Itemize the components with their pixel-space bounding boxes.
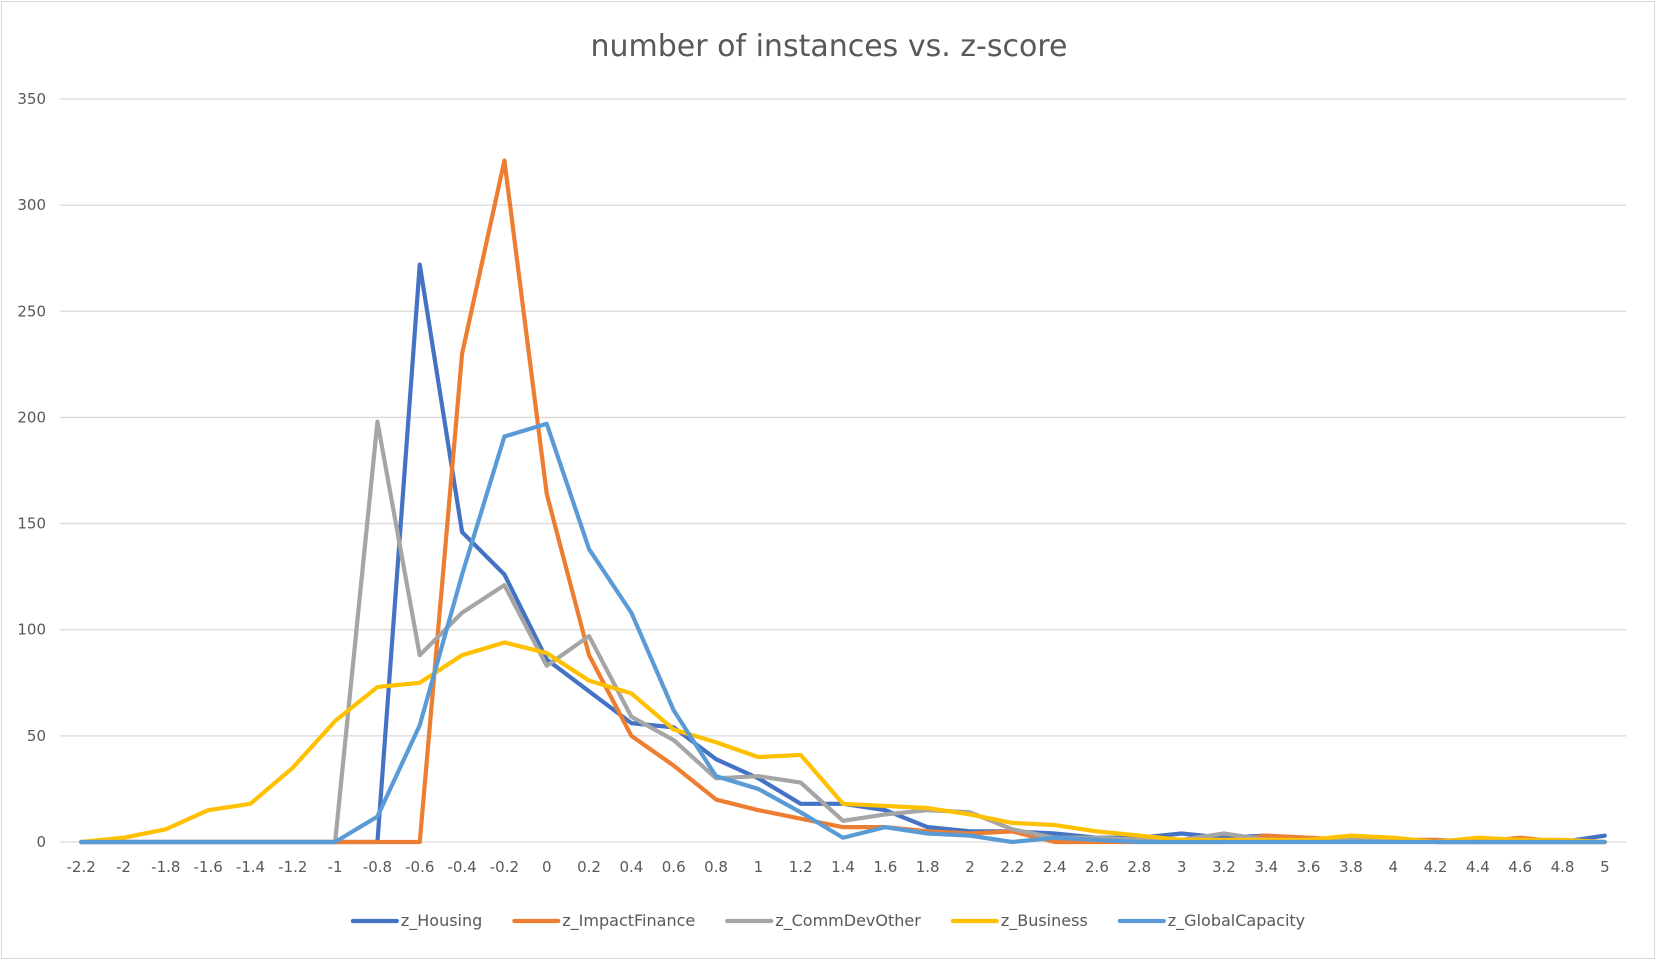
- legend-label: z_ImpactFinance: [562, 911, 695, 931]
- x-tick-label: 3.6: [1297, 858, 1321, 876]
- x-tick-label: 1.6: [873, 858, 897, 876]
- y-tick-label: 100: [17, 621, 46, 639]
- x-tick-label: 0.8: [704, 858, 728, 876]
- x-axis-ticks: -2.2 -2 -1.8 -1.6 -1.4 -1.2 -1 -0.8 -0.6 -0.4 -0.2…: [67, 858, 1610, 876]
- x-tick-label: 1.2: [789, 858, 813, 876]
- series-line-z-impactfinance: [79, 158, 1607, 845]
- legend-label: z_Housing: [401, 911, 482, 931]
- legend-label: z_CommDevOther: [775, 911, 921, 931]
- legend-label: z_GlobalCapacity: [1168, 911, 1305, 931]
- x-tick-label: 5: [1600, 858, 1610, 876]
- x-tick-label: 0: [542, 858, 552, 876]
- legend-item: z_Business: [950, 911, 1088, 931]
- x-tick-label: -0.2: [490, 858, 519, 876]
- x-tick-label: 4.8: [1551, 858, 1575, 876]
- y-tick-label: 150: [17, 515, 46, 533]
- series-lines: [79, 158, 1607, 845]
- x-tick-label: -1.6: [193, 858, 222, 876]
- x-tick-label: 4.6: [1508, 858, 1532, 876]
- x-tick-label: 3: [1177, 858, 1187, 876]
- y-tick-label: 350: [17, 90, 46, 108]
- series-line-z-commdevother: [79, 419, 1607, 845]
- x-tick-label: 3.8: [1339, 858, 1363, 876]
- x-tick-label: 4.2: [1424, 858, 1448, 876]
- x-tick-label: 0.6: [662, 858, 686, 876]
- x-tick-label: 1.8: [916, 858, 940, 876]
- x-tick-label: -0.4: [447, 858, 476, 876]
- legend-label: z_Business: [1001, 911, 1088, 931]
- series-line-z-business: [79, 640, 1607, 845]
- series-line-z-housing: [79, 262, 1607, 845]
- chart-title: number of instances vs. z-score: [591, 29, 1068, 64]
- x-tick-label: 2.4: [1043, 858, 1067, 876]
- series-line-z-globalcapacity: [79, 421, 1607, 845]
- x-tick-label: -1: [328, 858, 343, 876]
- x-tick-label: 0.4: [619, 858, 643, 876]
- x-tick-label: -1.8: [151, 858, 180, 876]
- x-tick-label: 3.4: [1254, 858, 1278, 876]
- x-tick-label: -0.8: [363, 858, 392, 876]
- x-tick-label: 4.4: [1466, 858, 1490, 876]
- x-tick-label: -2.2: [67, 858, 96, 876]
- legend: z_Housing z_ImpactFinance z_CommDevOther z_…: [350, 911, 1305, 931]
- x-tick-label: -1.2: [278, 858, 307, 876]
- x-tick-label: -1.4: [236, 858, 265, 876]
- x-tick-label: 2.8: [1127, 858, 1151, 876]
- legend-item: z_ImpactFinance: [512, 911, 695, 931]
- x-tick-label: 0.2: [577, 858, 601, 876]
- legend-item: z_Housing: [350, 911, 482, 931]
- x-tick-label: 2: [965, 858, 975, 876]
- x-tick-label: 1: [754, 858, 764, 876]
- x-tick-label: 3.2: [1212, 858, 1236, 876]
- x-tick-label: 1.4: [831, 858, 855, 876]
- x-tick-label: 4: [1388, 858, 1398, 876]
- y-axis-ticks: 0 50 100 150 200 250 300 350: [17, 90, 46, 851]
- y-tick-label: 0: [36, 833, 46, 851]
- x-tick-label: -2: [116, 858, 131, 876]
- x-tick-label: -0.6: [405, 858, 434, 876]
- y-tick-label: 300: [17, 196, 46, 214]
- y-tick-label: 250: [17, 302, 46, 320]
- x-tick-label: 2.2: [1000, 858, 1024, 876]
- x-tick-label: 2.6: [1085, 858, 1109, 876]
- gridlines: [60, 98, 1626, 843]
- y-tick-label: 200: [17, 408, 46, 426]
- y-tick-label: 50: [27, 727, 46, 745]
- legend-item: z_GlobalCapacity: [1117, 911, 1305, 931]
- legend-item: z_CommDevOther: [725, 911, 921, 931]
